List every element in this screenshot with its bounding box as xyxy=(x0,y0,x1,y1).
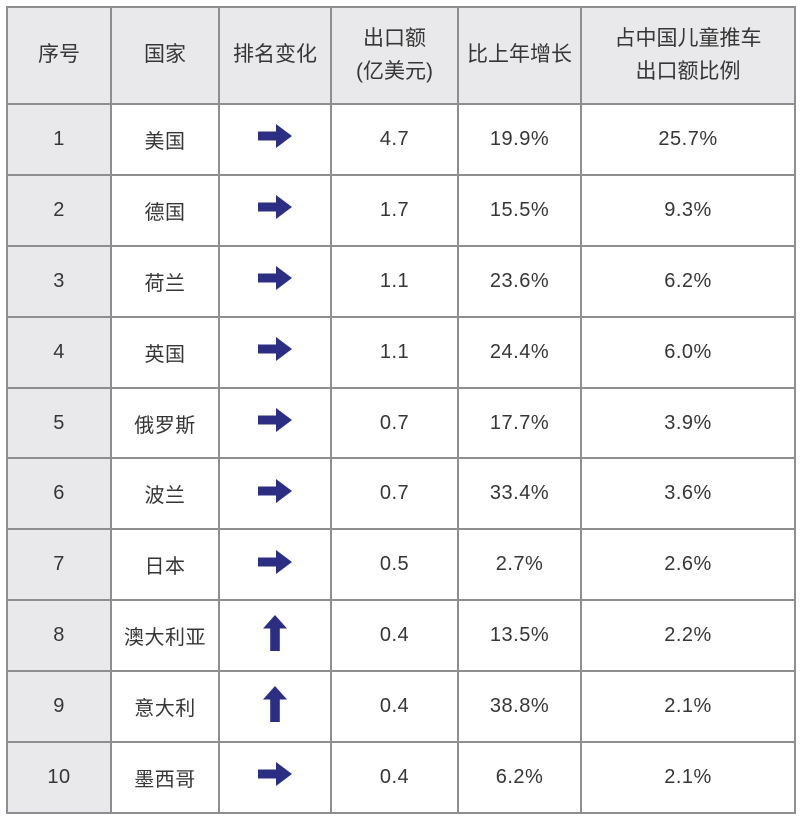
right-arrow-icon xyxy=(256,264,294,292)
share-cell: 3.6% xyxy=(580,457,796,531)
table-body: 1 美国 4.7 19.9% 25.7% 2 德国 1.7 15.5% 9.3% 3 荷兰 1.1 23.… xyxy=(6,103,796,814)
rank-cell: 10 xyxy=(6,741,112,814)
export-value-cell: 0.4 xyxy=(330,670,459,744)
country-cell: 日本 xyxy=(110,528,220,602)
yoy-growth-cell: 33.4% xyxy=(457,457,582,531)
export-value-cell: 0.7 xyxy=(330,386,459,460)
country-cell: 墨西哥 xyxy=(110,741,220,814)
share-cell: 2.6% xyxy=(580,528,796,602)
rank-cell: 1 xyxy=(6,103,112,176)
rank-cell: 7 xyxy=(6,528,112,602)
rank-cell: 4 xyxy=(6,315,112,389)
rank-cell: 8 xyxy=(6,599,112,673)
share-cell: 6.0% xyxy=(580,315,796,389)
yoy-growth-cell: 2.7% xyxy=(457,528,582,602)
rank-cell: 9 xyxy=(6,670,112,744)
column-header-rank: 序号 xyxy=(6,6,112,105)
country-cell: 美国 xyxy=(110,103,220,176)
column-header-country: 国家 xyxy=(110,6,220,105)
table-row: 7 日本 0.5 2.7% 2.6% xyxy=(6,528,796,602)
column-header-rank-change: 排名变化 xyxy=(218,6,332,105)
yoy-growth-cell: 6.2% xyxy=(457,741,582,814)
right-arrow-icon xyxy=(256,548,294,576)
export-value-cell: 0.5 xyxy=(330,528,459,602)
rank-change-cell xyxy=(218,528,332,602)
rank-change-cell xyxy=(218,599,332,673)
right-arrow-icon xyxy=(256,406,294,434)
rank-change-cell xyxy=(218,173,332,247)
table-row: 10 墨西哥 0.4 6.2% 2.1% xyxy=(6,741,796,814)
share-cell: 3.9% xyxy=(580,386,796,460)
country-cell: 英国 xyxy=(110,315,220,389)
table-header: 序号 国家 排名变化 出口额 (亿美元) 比上年增长 占中国儿童推车 出口额比例 xyxy=(6,6,796,105)
column-header-yoy-growth: 比上年增长 xyxy=(457,6,582,105)
table-row: 1 美国 4.7 19.9% 25.7% xyxy=(6,103,796,176)
export-value-cell: 1.1 xyxy=(330,244,459,318)
yoy-growth-cell: 15.5% xyxy=(457,173,582,247)
share-cell: 2.2% xyxy=(580,599,796,673)
right-arrow-icon xyxy=(256,477,294,505)
yoy-growth-cell: 23.6% xyxy=(457,244,582,318)
rank-cell: 6 xyxy=(6,457,112,531)
share-cell: 2.1% xyxy=(580,741,796,814)
up-arrow-icon xyxy=(261,613,289,653)
yoy-growth-cell: 24.4% xyxy=(457,315,582,389)
right-arrow-icon xyxy=(256,122,294,150)
rank-change-cell xyxy=(218,315,332,389)
table-row: 5 俄罗斯 0.7 17.7% 3.9% xyxy=(6,386,796,460)
table-row: 3 荷兰 1.1 23.6% 6.2% xyxy=(6,244,796,318)
export-value-cell: 4.7 xyxy=(330,103,459,176)
rank-cell: 2 xyxy=(6,173,112,247)
rank-cell: 3 xyxy=(6,244,112,318)
up-arrow-icon xyxy=(261,684,289,724)
export-value-cell: 1.7 xyxy=(330,173,459,247)
header-row: 序号 国家 排名变化 出口额 (亿美元) 比上年增长 占中国儿童推车 出口额比例 xyxy=(6,6,796,105)
column-header-export-value: 出口额 (亿美元) xyxy=(330,6,459,105)
table-row: 4 英国 1.1 24.4% 6.0% xyxy=(6,315,796,389)
share-cell: 2.1% xyxy=(580,670,796,744)
country-cell: 俄罗斯 xyxy=(110,386,220,460)
rank-change-cell xyxy=(218,103,332,176)
table-row: 6 波兰 0.7 33.4% 3.6% xyxy=(6,457,796,531)
country-cell: 荷兰 xyxy=(110,244,220,318)
export-value-cell: 1.1 xyxy=(330,315,459,389)
yoy-growth-cell: 19.9% xyxy=(457,103,582,176)
country-cell: 意大利 xyxy=(110,670,220,744)
share-cell: 25.7% xyxy=(580,103,796,176)
country-cell: 波兰 xyxy=(110,457,220,531)
right-arrow-icon xyxy=(256,335,294,363)
yoy-growth-cell: 17.7% xyxy=(457,386,582,460)
country-cell: 澳大利亚 xyxy=(110,599,220,673)
china-stroller-export-table: 序号 国家 排名变化 出口额 (亿美元) 比上年增长 占中国儿童推车 出口额比例… xyxy=(6,6,796,814)
table-row: 9 意大利 0.4 38.8% 2.1% xyxy=(6,670,796,744)
export-value-cell: 0.4 xyxy=(330,741,459,814)
table-row: 2 德国 1.7 15.5% 9.3% xyxy=(6,173,796,247)
export-value-cell: 0.4 xyxy=(330,599,459,673)
rank-cell: 5 xyxy=(6,386,112,460)
country-cell: 德国 xyxy=(110,173,220,247)
rank-change-cell xyxy=(218,741,332,814)
column-header-share: 占中国儿童推车 出口额比例 xyxy=(580,6,796,105)
table-row: 8 澳大利亚 0.4 13.5% 2.2% xyxy=(6,599,796,673)
rank-change-cell xyxy=(218,244,332,318)
yoy-growth-cell: 38.8% xyxy=(457,670,582,744)
right-arrow-icon xyxy=(256,760,294,788)
rank-change-cell xyxy=(218,457,332,531)
rank-change-cell xyxy=(218,670,332,744)
export-value-cell: 0.7 xyxy=(330,457,459,531)
share-cell: 6.2% xyxy=(580,244,796,318)
right-arrow-icon xyxy=(256,193,294,221)
yoy-growth-cell: 13.5% xyxy=(457,599,582,673)
share-cell: 9.3% xyxy=(580,173,796,247)
rank-change-cell xyxy=(218,386,332,460)
